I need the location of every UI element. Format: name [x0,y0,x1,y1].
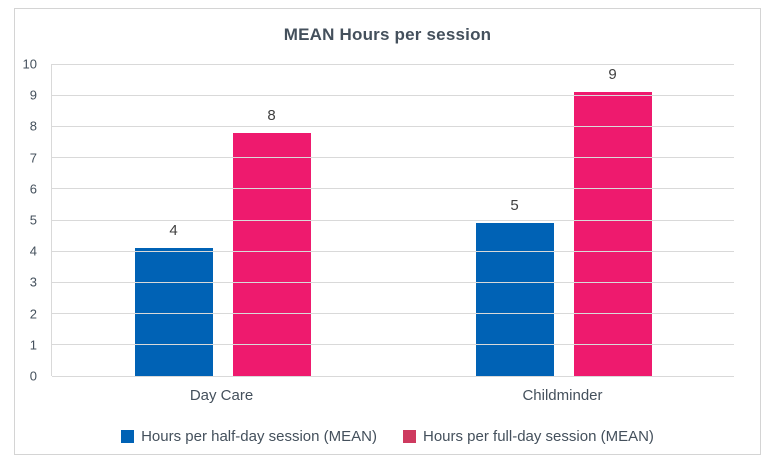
y-axis: 0 1 2 3 4 5 6 7 8 9 10 [15,57,45,384]
gridline [52,375,734,377]
y-axis-tick-label: 1 [29,337,37,353]
y-axis-tick-label: 6 [29,181,37,197]
data-label: 8 [267,106,276,124]
gridline [52,219,734,221]
y-axis-tick-label: 8 [29,118,37,134]
gridline [52,313,734,315]
legend-swatch-icon [403,430,416,443]
gridline [52,281,734,283]
gridline [52,344,734,346]
gridline [52,63,734,65]
gridline [52,188,734,190]
bar-series2-childminder: 9 [573,66,652,376]
y-axis-tick-label: 3 [29,274,37,290]
y-axis-tick-label: 10 [22,56,37,72]
legend-label: Hours per half-day session (MEAN) [141,428,377,445]
bar-series1-day-care: 4 [134,222,213,376]
y-axis-tick-label: 5 [29,212,37,228]
x-axis-category-label: Childminder [522,387,603,404]
gridline [52,250,734,252]
chart-title: MEAN Hours per session [283,25,492,44]
legend-item: Hours per half-day session (MEAN) [121,428,377,445]
bar-series2-day-care: 8 [232,107,311,376]
data-label: 9 [608,66,617,84]
y-axis-tick-label: 7 [29,150,37,166]
data-label: 5 [510,197,519,215]
gridline [52,94,734,96]
x-axis-category-label: Day Care [189,387,254,404]
legend-label: Hours per full-day session (MEAN) [423,428,654,445]
gridline [52,125,734,127]
data-label: 4 [169,222,178,240]
legend: Hours per half-day session (MEAN) Hours p… [15,428,760,445]
x-axis: Day Care Childminder [51,387,733,404]
gridline [52,157,734,159]
y-axis-tick-label: 9 [29,87,37,103]
y-axis-tick-label: 2 [29,306,37,322]
y-axis-tick-label: 4 [29,243,37,259]
y-axis-tick-label: 0 [29,368,37,384]
bar-series1-childminder: 5 [475,197,554,376]
legend-swatch-icon [121,430,135,443]
legend-item: Hours per full-day session (MEAN) [403,428,654,445]
